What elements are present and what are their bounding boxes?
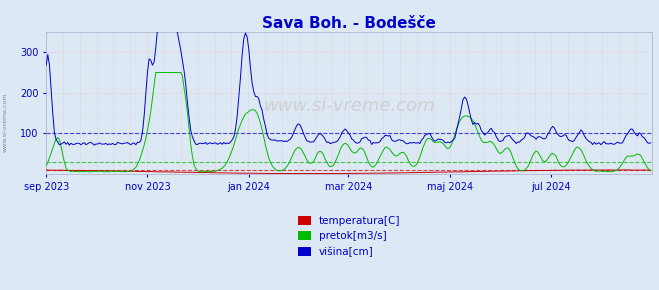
Text: www.si-vreme.com: www.si-vreme.com [3, 92, 8, 152]
Legend: temperatura[C], pretok[m3/s], višina[cm]: temperatura[C], pretok[m3/s], višina[cm] [298, 216, 401, 257]
Title: Sava Boh. - Bodešče: Sava Boh. - Bodešče [262, 16, 436, 31]
Text: www.si-vreme.com: www.si-vreme.com [264, 97, 435, 115]
